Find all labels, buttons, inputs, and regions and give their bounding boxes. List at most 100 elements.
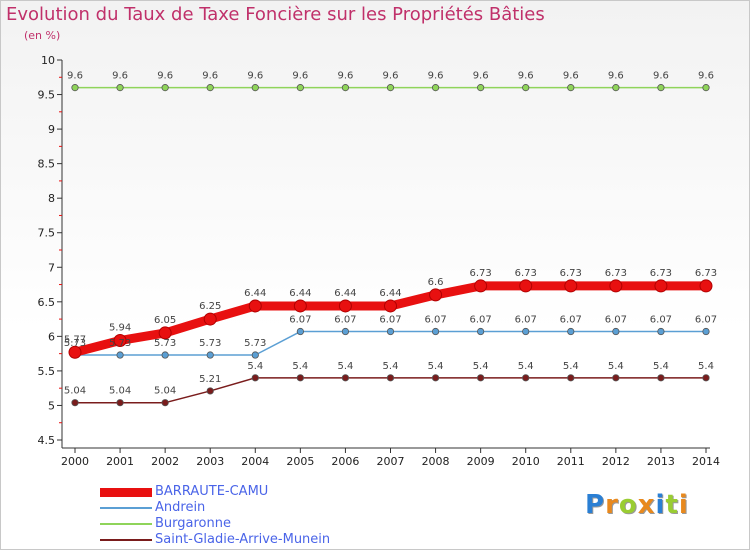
data-label: 6.44 <box>379 288 401 299</box>
y-tick-label: 6 <box>48 330 55 343</box>
data-point <box>248 299 262 313</box>
data-point <box>113 334 127 348</box>
data-point <box>206 351 214 359</box>
data-label: 5.73 <box>244 338 266 349</box>
y-tick-label: 10 <box>41 54 55 67</box>
legend: BARRAUTE-CAMU Andrein Burgaronne Saint-Glad… <box>100 484 420 548</box>
legend-label: Andrein <box>155 500 206 515</box>
data-label: 9.6 <box>563 71 579 82</box>
y-tick-label: 9.5 <box>38 89 56 102</box>
legend-label: Burgaronne <box>155 516 231 531</box>
data-point <box>341 84 350 92</box>
data-label: 5.73 <box>154 338 176 349</box>
series-layer <box>68 84 713 407</box>
data-label: 6.25 <box>199 301 221 312</box>
logo-letter: i <box>678 490 689 520</box>
data-point <box>477 84 485 92</box>
data-point <box>699 279 713 293</box>
data-point <box>296 327 304 336</box>
data-point <box>609 279 623 293</box>
data-label: 6.44 <box>244 288 266 299</box>
data-point <box>474 279 488 293</box>
data-label: 6.07 <box>379 315 401 326</box>
legend-item: Burgaronne <box>100 516 420 532</box>
x-tick-label: 2013 <box>647 455 675 468</box>
x-tick-label: 2011 <box>557 455 585 468</box>
data-label: 9.6 <box>608 71 624 82</box>
data-label: 9.6 <box>157 71 173 82</box>
data-point <box>429 288 443 302</box>
data-label: 5.04 <box>64 386 86 397</box>
data-label: 6.05 <box>154 315 176 326</box>
data-point <box>612 327 620 336</box>
data-label: 6.07 <box>289 315 311 326</box>
x-tick-label: 2007 <box>377 455 405 468</box>
y-tick-label: 4.5 <box>38 434 56 447</box>
y-tick-label: 5 <box>48 399 55 412</box>
data-label: 9.6 <box>292 71 308 82</box>
data-point <box>567 374 575 382</box>
data-point <box>293 299 307 313</box>
data-label: 6.07 <box>695 315 717 326</box>
data-label: 6.73 <box>515 268 537 279</box>
data-label: 5.73 <box>109 338 131 349</box>
data-label: 5.04 <box>109 386 131 397</box>
data-label: 5.4 <box>292 361 308 372</box>
data-label: 6.6 <box>428 277 444 288</box>
data-point <box>564 279 578 293</box>
x-tick-label: 2012 <box>602 455 630 468</box>
data-label: 9.6 <box>247 71 263 82</box>
data-label: 6.44 <box>334 288 356 299</box>
data-label: 5.4 <box>473 361 489 372</box>
proxiti-logo: Proxiti <box>585 490 689 520</box>
data-label: 5.4 <box>653 361 669 372</box>
legend-swatch <box>100 487 152 497</box>
data-point <box>431 374 440 382</box>
data-label: 9.6 <box>428 71 444 82</box>
data-label: 5.73 <box>199 338 221 349</box>
x-tick-label: 2005 <box>286 455 314 468</box>
data-point <box>567 84 575 92</box>
logo-letter: x <box>637 490 656 520</box>
y-tick-label: 6.5 <box>38 296 56 309</box>
data-point <box>206 387 214 395</box>
data-label: 5.4 <box>563 361 579 372</box>
data-label: 6.07 <box>470 315 492 326</box>
data-label: 5.4 <box>337 361 353 372</box>
data-point <box>341 327 350 336</box>
data-point <box>702 327 710 336</box>
data-point <box>386 84 395 92</box>
legend-item: Andrein <box>100 500 420 516</box>
data-point <box>71 399 79 407</box>
data-point <box>702 374 710 382</box>
data-point <box>522 374 530 382</box>
legend-item: BARRAUTE-CAMU <box>100 484 420 500</box>
data-label: 9.6 <box>337 71 353 82</box>
data-label: 6.07 <box>424 315 446 326</box>
data-label: 6.44 <box>289 288 311 299</box>
data-point <box>206 84 214 92</box>
data-label: 5.73 <box>64 338 86 349</box>
data-label: 9.6 <box>653 71 669 82</box>
data-point <box>431 327 440 336</box>
y-tick-label: 9 <box>48 123 55 136</box>
data-label: 6.73 <box>650 268 672 279</box>
data-point <box>654 279 668 293</box>
logo-letter: r <box>605 490 619 520</box>
data-point <box>384 299 397 313</box>
y-tick-label: 5.5 <box>38 365 56 378</box>
legend-swatch <box>100 539 152 541</box>
data-label: 5.4 <box>383 361 399 372</box>
data-label: 5.77 <box>64 334 86 345</box>
data-point <box>116 399 124 407</box>
data-point <box>519 279 533 293</box>
data-point <box>296 84 304 92</box>
data-point <box>296 374 304 382</box>
data-label: 5.04 <box>154 386 176 397</box>
x-tick-label: 2001 <box>106 455 134 468</box>
data-point <box>251 84 259 92</box>
data-point <box>158 326 172 340</box>
legend-swatch <box>100 507 152 509</box>
data-point <box>161 351 169 359</box>
data-point <box>116 351 124 359</box>
